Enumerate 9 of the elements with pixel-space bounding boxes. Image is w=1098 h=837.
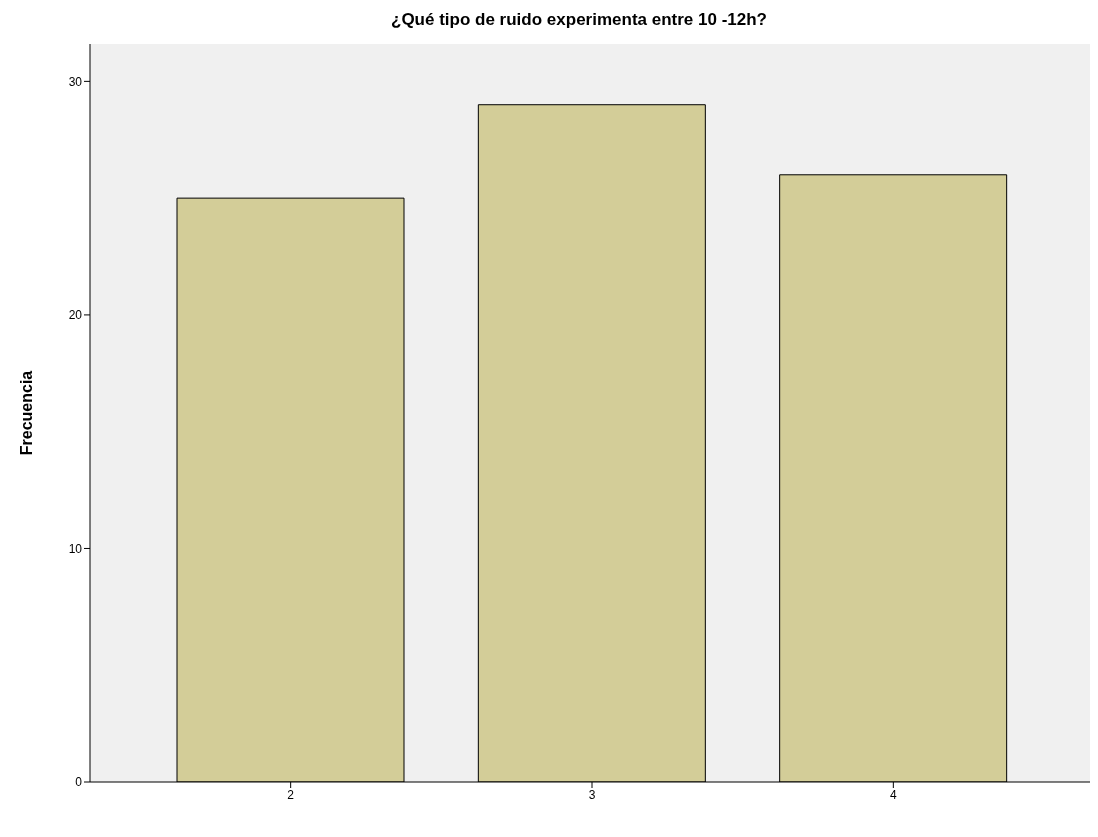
y-tick-label: 30 [68, 74, 83, 89]
y-tick-label: 20 [68, 308, 83, 323]
x-tick-label: 2 [287, 787, 295, 802]
chart-title: ¿Qué tipo de ruido experimenta entre 10 -12h? [390, 9, 768, 31]
x-tick-label: 4 [889, 787, 897, 802]
y-axis-title: Frecuencia [17, 370, 35, 456]
y-tick-label: 0 [75, 775, 83, 790]
x-tick-label: 3 [588, 787, 596, 802]
y-tick-label: 10 [68, 541, 83, 556]
